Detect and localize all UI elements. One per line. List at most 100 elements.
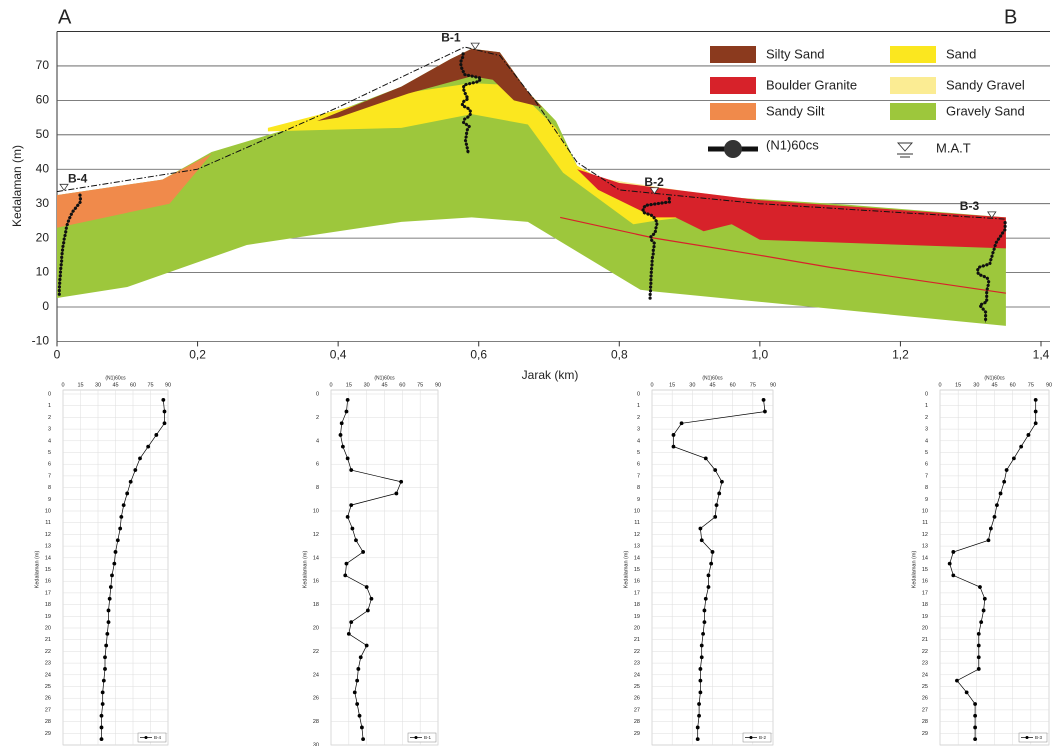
y-tick-label: 3 <box>925 427 928 433</box>
y-tick-label: 30 <box>36 196 50 210</box>
y-tick-label: 13 <box>45 544 51 550</box>
y-tick-label: 20 <box>313 625 319 631</box>
data-point <box>103 655 107 659</box>
y-tick-label: 16 <box>313 579 319 585</box>
y-tick-label: 15 <box>45 567 51 573</box>
x-tick-label: 0,8 <box>611 348 628 362</box>
x-tick-label: 45 <box>709 382 715 388</box>
y-tick-label: 20 <box>634 625 640 631</box>
y-tick-label: 1 <box>925 403 928 409</box>
legend-label: Sand <box>946 46 976 61</box>
data-point <box>358 714 362 718</box>
y-tick-label: 22 <box>45 649 51 655</box>
legend-swatch <box>710 103 756 120</box>
y-tick-label: 8 <box>48 485 51 491</box>
legend-label: B-4 <box>154 735 162 740</box>
series-line <box>341 400 402 739</box>
y-tick-label: 20 <box>45 625 51 631</box>
y-tick-label: 14 <box>45 555 51 561</box>
y-tick-label: 2 <box>637 415 640 421</box>
data-point <box>355 679 359 683</box>
data-point <box>365 585 369 589</box>
legend-label: Boulder Granite <box>766 77 857 92</box>
data-point <box>707 573 711 577</box>
data-point <box>154 433 158 437</box>
x-tick-label: 1,4 <box>1033 348 1050 362</box>
x-tick-label: 0 <box>938 382 941 388</box>
y-tick-label: 0 <box>316 391 319 397</box>
y-tick-label: 23 <box>922 661 928 667</box>
y-tick-label: 0 <box>48 391 51 397</box>
y-tick-label: 21 <box>634 637 640 643</box>
data-point <box>146 445 150 449</box>
data-point <box>340 421 344 425</box>
x-tick-label: 60 <box>399 382 405 388</box>
borehole-label: B-4 <box>68 172 88 186</box>
y-tick-label: 1 <box>637 403 640 409</box>
data-point <box>713 468 717 472</box>
borehole-label: B-1 <box>441 30 461 44</box>
y-tick-label: 19 <box>634 614 640 620</box>
page: -1001020304050607000,20,40,60,81,01,21,4… <box>0 0 1054 746</box>
x-tick-label: 0 <box>329 382 332 388</box>
data-point <box>977 644 981 648</box>
x-tick-label: 0,2 <box>189 348 206 362</box>
data-point <box>701 632 705 636</box>
data-point <box>101 690 105 694</box>
y-tick-label: 6 <box>637 462 640 468</box>
y-tick-label: 22 <box>313 649 319 655</box>
legend-profile-dot <box>724 140 742 158</box>
layer <box>57 49 1006 326</box>
y-tick-label: 21 <box>922 637 928 643</box>
data-point <box>108 597 112 601</box>
data-point <box>1012 456 1016 460</box>
data-point <box>993 515 997 519</box>
data-point <box>366 609 370 613</box>
data-point <box>107 609 111 613</box>
data-point <box>1005 468 1009 472</box>
y-tick-label: 6 <box>925 462 928 468</box>
data-point <box>360 726 364 730</box>
data-point <box>704 597 708 601</box>
x-tick-label: 75 <box>147 382 153 388</box>
legend-label: B-2 <box>759 735 767 740</box>
y-tick-label: 0 <box>42 299 49 313</box>
y-tick-label: 13 <box>634 544 640 550</box>
data-point <box>345 562 349 566</box>
data-point <box>163 410 167 414</box>
y-tick-label: 70 <box>36 58 50 72</box>
legend-dot <box>750 736 753 739</box>
data-point <box>346 515 350 519</box>
y-tick-label: 26 <box>45 696 51 702</box>
data-point <box>680 421 684 425</box>
legend-label: B-3 <box>1035 735 1043 740</box>
legend-label: Silty Sand <box>766 46 825 61</box>
data-point <box>703 620 707 624</box>
x-tick-label: 75 <box>750 382 756 388</box>
y-tick-label: -10 <box>32 334 50 348</box>
y-tick-label: 4 <box>925 438 928 444</box>
y-tick-label: 29 <box>922 731 928 737</box>
data-point <box>672 433 676 437</box>
data-point <box>125 492 129 496</box>
legend-dot <box>1026 736 1029 739</box>
y-tick-label: 7 <box>637 473 640 479</box>
y-tick-label: 4 <box>48 438 51 444</box>
data-point <box>711 550 715 554</box>
y-tick-label: 14 <box>922 555 928 561</box>
y-tick-label: 4 <box>637 438 640 444</box>
data-point <box>696 737 700 741</box>
y-tick-label: 13 <box>922 544 928 550</box>
y-tick-label: 24 <box>45 672 51 678</box>
y-tick-label: 26 <box>634 696 640 702</box>
data-point <box>763 410 767 414</box>
y-tick-label: 12 <box>45 532 51 538</box>
y-tick-label: 27 <box>634 707 640 713</box>
data-point <box>114 550 118 554</box>
data-point <box>699 679 703 683</box>
y-tick-label: 17 <box>45 590 51 596</box>
data-point <box>699 667 703 671</box>
data-point <box>973 726 977 730</box>
y-tick-label: 27 <box>45 707 51 713</box>
y-tick-label: 22 <box>922 649 928 655</box>
